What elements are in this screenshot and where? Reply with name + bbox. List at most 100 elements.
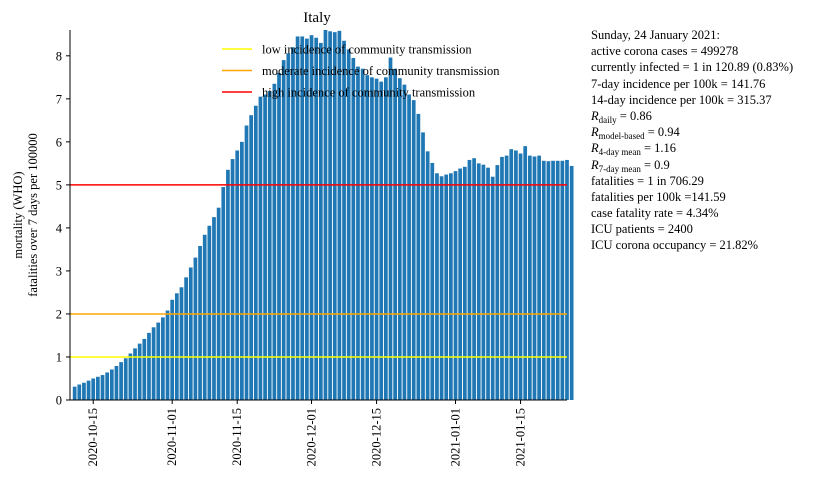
bar xyxy=(551,160,555,400)
y-axis-label-line-2: fatalities over 7 days per 100000 xyxy=(26,133,40,297)
bar xyxy=(291,47,295,401)
bar xyxy=(128,353,133,400)
bar xyxy=(453,171,458,400)
bar xyxy=(281,60,286,401)
bar xyxy=(374,78,379,401)
bar xyxy=(277,73,281,401)
r-symbol: R xyxy=(591,157,599,172)
bar xyxy=(383,77,388,400)
bar xyxy=(541,160,546,400)
bar xyxy=(495,165,500,400)
bar xyxy=(72,386,77,400)
bar xyxy=(105,372,110,400)
bar xyxy=(555,160,560,400)
bar xyxy=(114,366,119,400)
bar xyxy=(318,42,323,400)
info-case-fatality-rate: case fatality rate = 4.34% xyxy=(591,206,719,221)
bar xyxy=(388,57,393,400)
bar xyxy=(309,35,314,400)
bar xyxy=(411,100,416,400)
bar xyxy=(328,31,332,400)
x-tick-label: 2020-11-01 xyxy=(165,408,179,466)
y-tick-label: 0 xyxy=(56,394,62,408)
r-subscript: daily xyxy=(598,114,617,125)
legend-label: high incidence of community transmission xyxy=(262,86,476,100)
bar xyxy=(216,207,221,400)
bar xyxy=(305,38,309,400)
bar xyxy=(221,187,226,400)
bar xyxy=(360,68,365,400)
y-tick-label: 5 xyxy=(56,178,62,192)
bar-series xyxy=(72,30,574,401)
bar xyxy=(416,113,421,401)
bar xyxy=(323,30,328,400)
bar xyxy=(123,358,128,400)
bar xyxy=(365,75,370,401)
bar xyxy=(532,156,537,400)
bar xyxy=(170,299,175,400)
bar xyxy=(230,159,235,400)
info-currently-infected: currently infected = 1 in 120.89 (0.83%) xyxy=(591,60,794,75)
x-tick-label: 2020-11-15 xyxy=(230,408,244,466)
y-axis-label-line-1: mortality (WHO) xyxy=(11,171,25,258)
y-tick-label: 4 xyxy=(56,221,63,235)
y-tick-label: 1 xyxy=(56,350,62,364)
bar xyxy=(379,81,384,400)
bar xyxy=(226,169,230,400)
bar xyxy=(156,322,161,400)
bar xyxy=(527,155,532,400)
bar xyxy=(500,156,504,400)
info-r-4day: R4-day mean = 1.16 xyxy=(591,140,793,158)
statistics-panel: Sunday, 24 January 2021: active corona c… xyxy=(591,27,793,254)
bar xyxy=(100,375,105,400)
bar xyxy=(346,49,351,401)
x-tick-label: 2020-12-01 xyxy=(305,408,319,466)
x-tick-label: 2021-01-01 xyxy=(449,408,463,466)
info-7day-incidence: 7-day incidence per 100k = 141.76 xyxy=(591,76,766,91)
legend-label: low incidence of community transmission xyxy=(262,43,472,57)
bar xyxy=(179,287,184,400)
bar xyxy=(560,160,565,400)
bar xyxy=(546,161,551,400)
bar xyxy=(467,159,472,400)
x-tick-label: 2020-12-15 xyxy=(370,408,384,466)
info-active-cases: active corona cases = 499278 xyxy=(591,44,739,59)
info-date: Sunday, 24 January 2021: xyxy=(591,28,721,42)
r-subscript: model-based xyxy=(598,131,645,142)
bar xyxy=(518,153,523,400)
y-tick-label: 6 xyxy=(56,135,62,149)
bar xyxy=(425,151,430,400)
bar xyxy=(267,91,272,400)
bar xyxy=(514,150,518,400)
y-axis-label: mortality (WHO) fatalities over 7 days p… xyxy=(11,133,40,297)
bar xyxy=(402,84,407,400)
r-value: = 0.94 xyxy=(644,125,680,140)
bar xyxy=(77,384,82,400)
bar xyxy=(490,176,495,400)
x-tick-label: 2021-01-15 xyxy=(514,408,528,466)
info-fatalities: fatalities = 1 in 706.29 xyxy=(591,173,704,188)
r-value: = 0.9 xyxy=(640,157,670,172)
bar xyxy=(198,245,202,400)
bar xyxy=(151,327,156,400)
bar xyxy=(249,115,254,400)
r-symbol: R xyxy=(591,125,599,140)
bar xyxy=(193,257,198,400)
bar xyxy=(161,317,165,400)
bar xyxy=(332,32,337,401)
legend-label: moderate incidence of community transmis… xyxy=(262,64,500,78)
bar xyxy=(569,165,574,400)
r-symbol: R xyxy=(591,141,599,156)
bar xyxy=(295,36,300,400)
bar xyxy=(476,163,481,400)
r-subscript: 7-day mean xyxy=(598,163,641,174)
r-subscript: 4-day mean xyxy=(598,147,641,158)
axes: 0 1 2 3 4 5 6 7 8 2020-10-15 2020-11-01 2020-11-15 2… xyxy=(56,30,567,466)
bar xyxy=(253,105,258,400)
y-tick-label: 3 xyxy=(56,264,62,278)
bar xyxy=(147,332,151,400)
bar xyxy=(91,378,96,400)
bar xyxy=(523,146,528,400)
info-icu-occupancy: ICU corona occupancy = 21.82% xyxy=(591,238,759,253)
bar xyxy=(86,380,91,400)
